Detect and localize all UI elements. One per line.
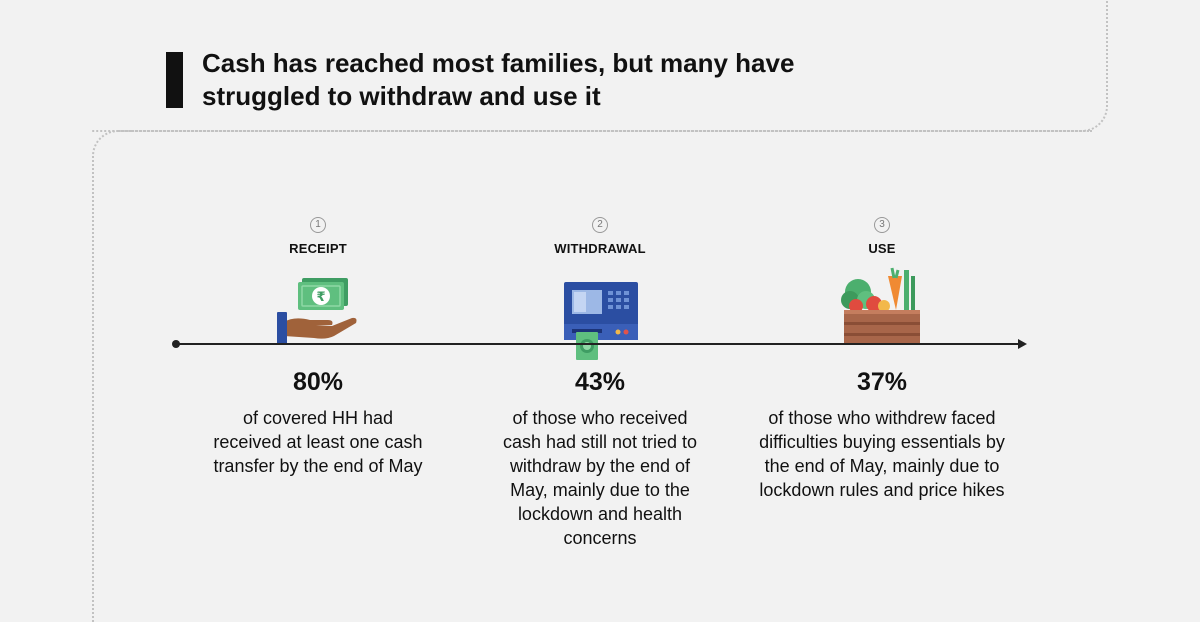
- timeline-arrowhead: [1018, 339, 1027, 349]
- rupee-symbol: ₹: [316, 290, 325, 305]
- step-label-use: USE: [868, 241, 896, 256]
- timeline-axis: [176, 343, 1022, 345]
- step-number-3: 3: [874, 217, 890, 233]
- page-title: Cash has reached most families, but many…: [202, 48, 795, 111]
- description-receipt: of covered HH had received at least one …: [213, 408, 423, 476]
- stage-withdrawal-header: 2 WITHDRAWAL: [460, 214, 740, 256]
- stat-receipt: 80% of covered HH had received at least …: [178, 366, 458, 478]
- timeline-start-dot: [172, 340, 180, 348]
- percent-withdrawal: 43%: [574, 368, 626, 396]
- percent-receipt: 80%: [292, 368, 344, 396]
- stage-use-header: 3 USE: [742, 214, 1022, 256]
- dotted-frame-divider: [132, 130, 1092, 132]
- description-withdrawal: of those who received cash had still not…: [502, 408, 698, 548]
- atm-machine-icon: [564, 282, 638, 360]
- step-label-withdrawal: WITHDRAWAL: [554, 241, 646, 256]
- percent-use: 37%: [856, 368, 908, 396]
- stat-withdrawal: 43% of those who received cash had still…: [460, 366, 740, 550]
- stat-use: 37% of those who withdrew faced difficul…: [742, 366, 1022, 502]
- step-number-2: 2: [592, 217, 608, 233]
- description-use: of those who withdrew faced difficulties…: [759, 408, 1005, 500]
- dotted-frame-left: [92, 130, 132, 622]
- hand-receiving-cash-icon: ₹: [277, 278, 357, 344]
- stage-receipt-header: 1 RECEIPT: [178, 214, 458, 256]
- step-number-1: 1: [310, 217, 326, 233]
- title-accent-bar: [166, 52, 183, 108]
- step-label-receipt: RECEIPT: [289, 241, 347, 256]
- vegetable-crate-icon: [841, 267, 920, 344]
